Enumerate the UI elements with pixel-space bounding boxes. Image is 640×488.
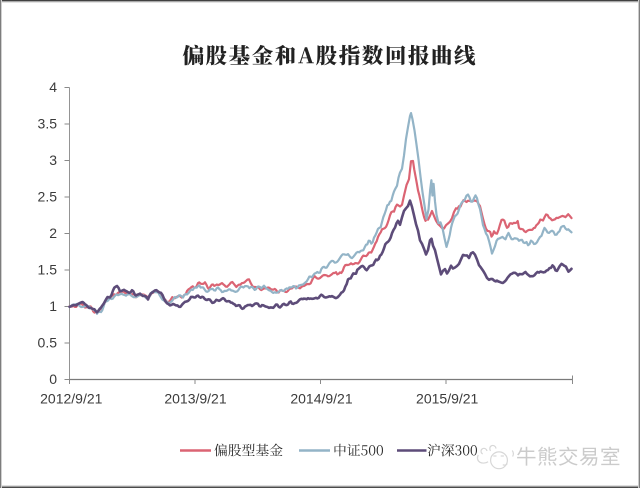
svg-text:2014/9/21: 2014/9/21 <box>290 391 352 407</box>
svg-text:2015/9/21: 2015/9/21 <box>416 391 478 407</box>
svg-text:3: 3 <box>49 152 57 168</box>
svg-text:4: 4 <box>49 79 57 95</box>
svg-text:0.5: 0.5 <box>38 335 58 351</box>
svg-text:2.5: 2.5 <box>38 189 58 205</box>
svg-text:2013/9/21: 2013/9/21 <box>164 391 226 407</box>
svg-text:3.5: 3.5 <box>38 116 58 132</box>
svg-text:2012/9/21: 2012/9/21 <box>40 391 102 407</box>
svg-text:1.5: 1.5 <box>38 262 58 278</box>
svg-text:0: 0 <box>49 371 57 387</box>
svg-text:1: 1 <box>49 298 57 314</box>
svg-text:2: 2 <box>49 225 57 241</box>
